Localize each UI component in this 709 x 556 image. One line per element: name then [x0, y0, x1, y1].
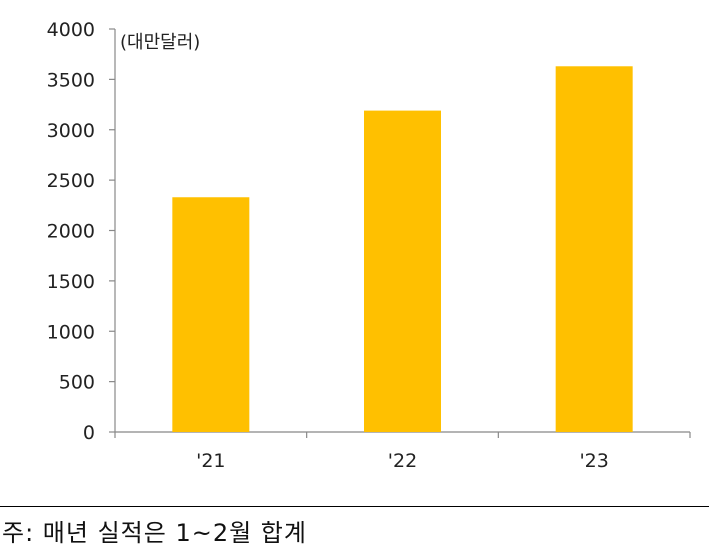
x-tick-label: '22: [388, 450, 417, 472]
x-tick-label: '23: [579, 450, 608, 472]
bar: [172, 197, 250, 432]
y-tick-label: 500: [59, 372, 95, 394]
y-tick-label: 2500: [47, 170, 95, 192]
y-axis: 0 500 1000 1500 2000 2500 3000 3500 4000: [47, 19, 116, 444]
y-tick-label: 2000: [47, 221, 95, 243]
y-tick-label: 0: [83, 422, 95, 444]
x-tick-label: '21: [196, 450, 225, 472]
bar: [364, 110, 441, 433]
y-tick-label: 1500: [47, 271, 95, 293]
y-tick-label: 3500: [47, 69, 95, 91]
y-tick-label: 3000: [47, 120, 95, 142]
bars: [172, 66, 633, 433]
y-tick-label: 4000: [47, 19, 95, 41]
footnote-divider: [0, 506, 709, 507]
x-axis: '21 '22 '23: [114, 431, 691, 472]
bar: [555, 66, 633, 432]
footnote: 주: 매년 실적은 1~2월 합계: [2, 519, 307, 547]
unit-label: (대만달러): [120, 32, 200, 53]
y-tick-label: 1000: [47, 321, 95, 343]
